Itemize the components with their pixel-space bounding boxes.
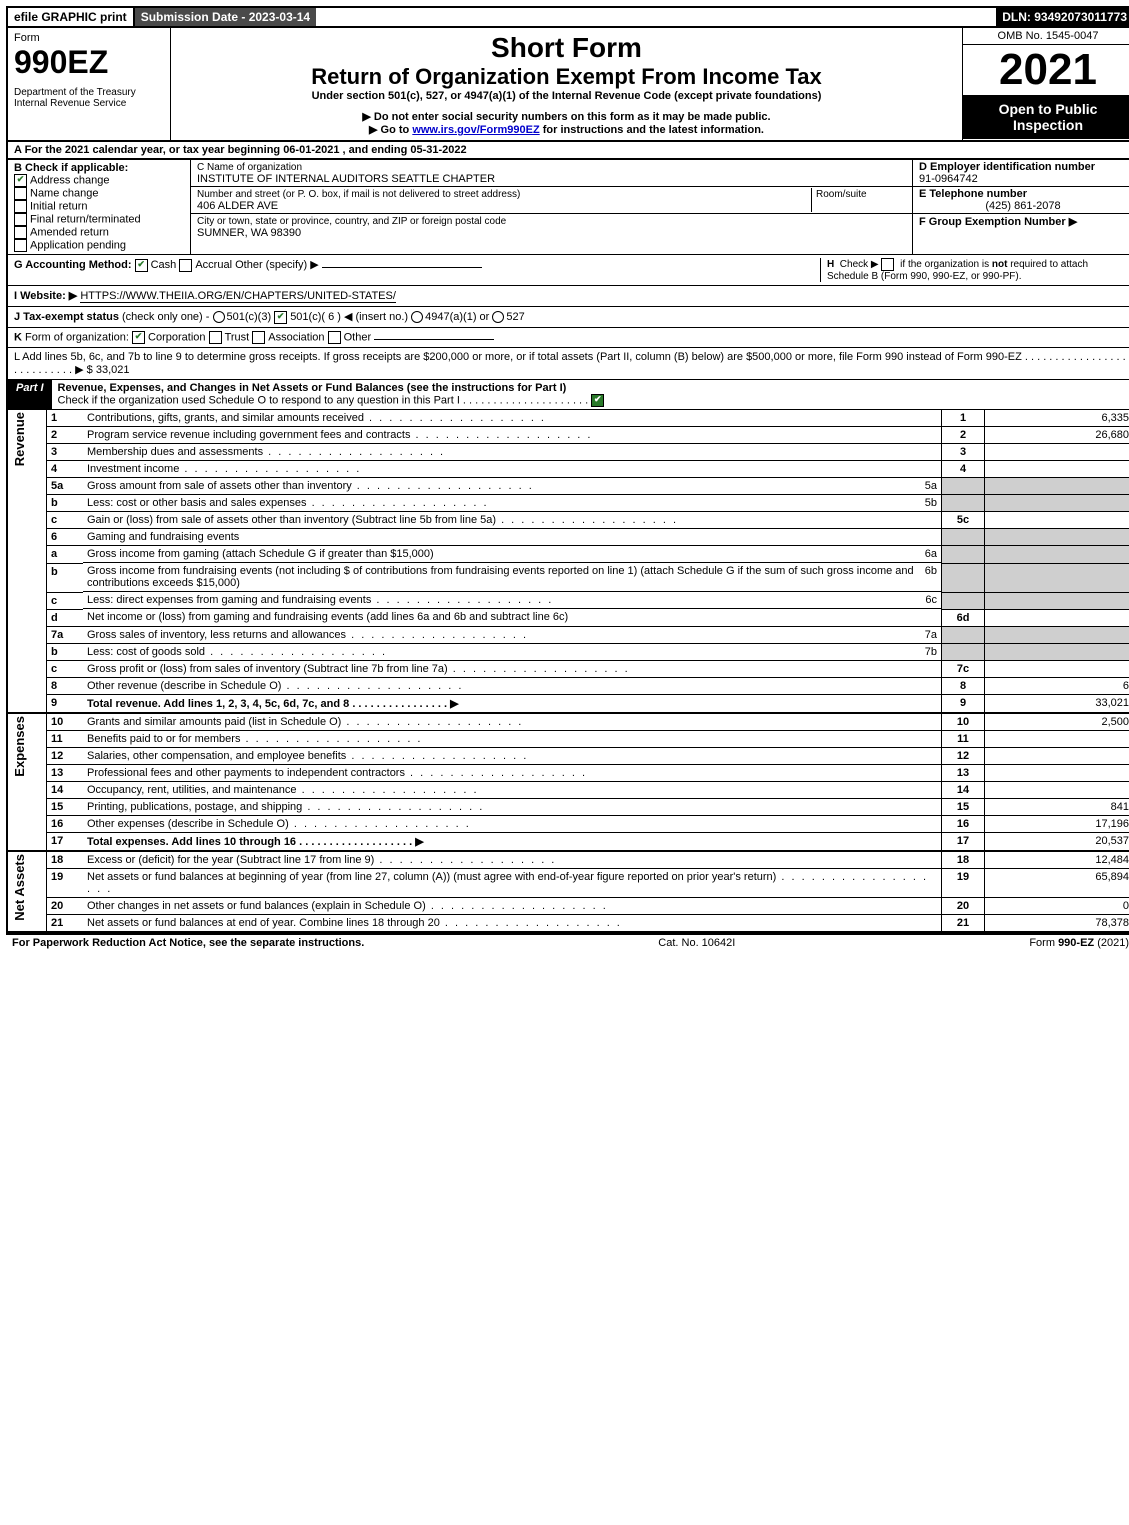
tax-year: 2021 — [963, 45, 1129, 95]
chk-assoc[interactable] — [252, 331, 265, 344]
part-i-title: Revenue, Expenses, and Changes in Net As… — [58, 382, 567, 394]
lines-table: Revenue 1Contributions, gifts, grants, a… — [6, 410, 1129, 934]
omb-number: OMB No. 1545-0047 — [963, 28, 1129, 45]
l-text: L Add lines 5b, 6c, and 7b to line 9 to … — [14, 351, 1126, 376]
footer-left: For Paperwork Reduction Act Notice, see … — [12, 937, 364, 949]
dln-number: DLN: 93492073011773 — [996, 8, 1129, 26]
r-501c3[interactable] — [213, 311, 225, 323]
i-lbl: I Website: ▶ — [14, 290, 77, 302]
note-ssn: ▶ Do not enter social security numbers o… — [177, 110, 956, 123]
r-527[interactable] — [492, 311, 504, 323]
r-501c[interactable]: ✔ — [274, 311, 287, 324]
main-title: Return of Organization Exempt From Incom… — [177, 64, 956, 90]
col-def: D Employer identification number 91-0964… — [912, 160, 1129, 254]
subtitle: Under section 501(c), 527, or 4947(a)(1)… — [177, 90, 956, 102]
e-lbl: E Telephone number — [919, 188, 1027, 200]
short-form-title: Short Form — [177, 32, 956, 64]
col-c-org: C Name of organization INSTITUTE OF INTE… — [191, 160, 912, 254]
row-a-period: A For the 2021 calendar year, or tax yea… — [6, 142, 1129, 160]
efile-label: efile GRAPHIC print — [8, 8, 135, 26]
chk-amended[interactable] — [14, 226, 27, 239]
chk-cash[interactable]: ✔ — [135, 259, 148, 272]
chk-accrual[interactable] — [179, 259, 192, 272]
form-header: Form 990EZ Department of the Treasury In… — [6, 28, 1129, 142]
chk-initial[interactable] — [14, 200, 27, 213]
footer-right: Form 990-EZ (2021) — [1029, 937, 1129, 949]
section-expenses: Expenses — [12, 716, 27, 777]
submission-date: Submission Date - 2023-03-14 — [135, 8, 316, 26]
ein: 91-0964742 — [919, 173, 978, 185]
d-lbl: D Employer identification number — [919, 161, 1095, 173]
g-lbl: G Accounting Method: — [14, 259, 132, 271]
phone: (425) 861-2078 — [919, 200, 1127, 212]
section-netassets: Net Assets — [12, 854, 27, 921]
room-lbl: Room/suite — [816, 189, 867, 200]
row-gh: G Accounting Method: ✔Cash Accrual Other… — [6, 255, 1129, 286]
c-name-lbl: C Name of organization — [197, 162, 302, 173]
website: HTTPS://WWW.THEIIA.ORG/EN/CHAPTERS/UNITE… — [80, 290, 396, 303]
dept-label: Department of the Treasury Internal Reve… — [14, 87, 164, 109]
chk-sched-o[interactable]: ✔ — [591, 394, 604, 407]
part-i-check: Check if the organization used Schedule … — [58, 394, 589, 406]
l-val: 33,021 — [96, 364, 130, 376]
section-revenue: Revenue — [12, 412, 27, 466]
city: SUMNER, WA 98390 — [197, 227, 301, 239]
row-i: I Website: ▶ HTTPS://WWW.THEIIA.ORG/EN/C… — [6, 286, 1129, 307]
b-label: B Check if applicable: — [14, 162, 184, 174]
part-i-header: Part I Revenue, Expenses, and Changes in… — [6, 380, 1129, 410]
r-4947[interactable] — [411, 311, 423, 323]
chk-corp[interactable]: ✔ — [132, 331, 145, 344]
street: 406 ALDER AVE — [197, 200, 278, 212]
irs-link[interactable]: www.irs.gov/Form990EZ — [412, 124, 539, 136]
street-lbl: Number and street (or P. O. box, if mail… — [197, 189, 520, 200]
block-bcdef: B Check if applicable: ✔Address change N… — [6, 160, 1129, 255]
col-b-checkboxes: B Check if applicable: ✔Address change N… — [8, 160, 191, 254]
chk-trust[interactable] — [209, 331, 222, 344]
note-goto: ▶ Go to www.irs.gov/Form990EZ for instru… — [177, 123, 956, 136]
chk-h[interactable] — [881, 258, 894, 271]
chk-pending[interactable] — [14, 239, 27, 252]
city-lbl: City or town, state or province, country… — [197, 216, 506, 227]
f-lbl: F Group Exemption Number ▶ — [919, 216, 1077, 228]
page-footer: For Paperwork Reduction Act Notice, see … — [6, 933, 1129, 951]
footer-mid: Cat. No. 10642I — [364, 937, 1029, 949]
chk-address[interactable]: ✔ — [14, 174, 27, 187]
top-bar: efile GRAPHIC print Submission Date - 20… — [6, 6, 1129, 28]
form-word: Form — [14, 32, 164, 44]
chk-final[interactable] — [14, 213, 27, 226]
open-inspection: Open to Public Inspection — [963, 95, 1129, 139]
row-k: K Form of organization: ✔Corporation Tru… — [6, 328, 1129, 348]
form-number: 990EZ — [14, 44, 164, 81]
org-name: INSTITUTE OF INTERNAL AUDITORS SEATTLE C… — [197, 173, 495, 185]
chk-other[interactable] — [328, 331, 341, 344]
chk-name[interactable] — [14, 187, 27, 200]
row-l: L Add lines 5b, 6c, and 7b to line 9 to … — [6, 348, 1129, 380]
row-j: J Tax-exempt status (check only one) - 5… — [6, 307, 1129, 328]
part-i-label: Part I — [8, 380, 52, 409]
